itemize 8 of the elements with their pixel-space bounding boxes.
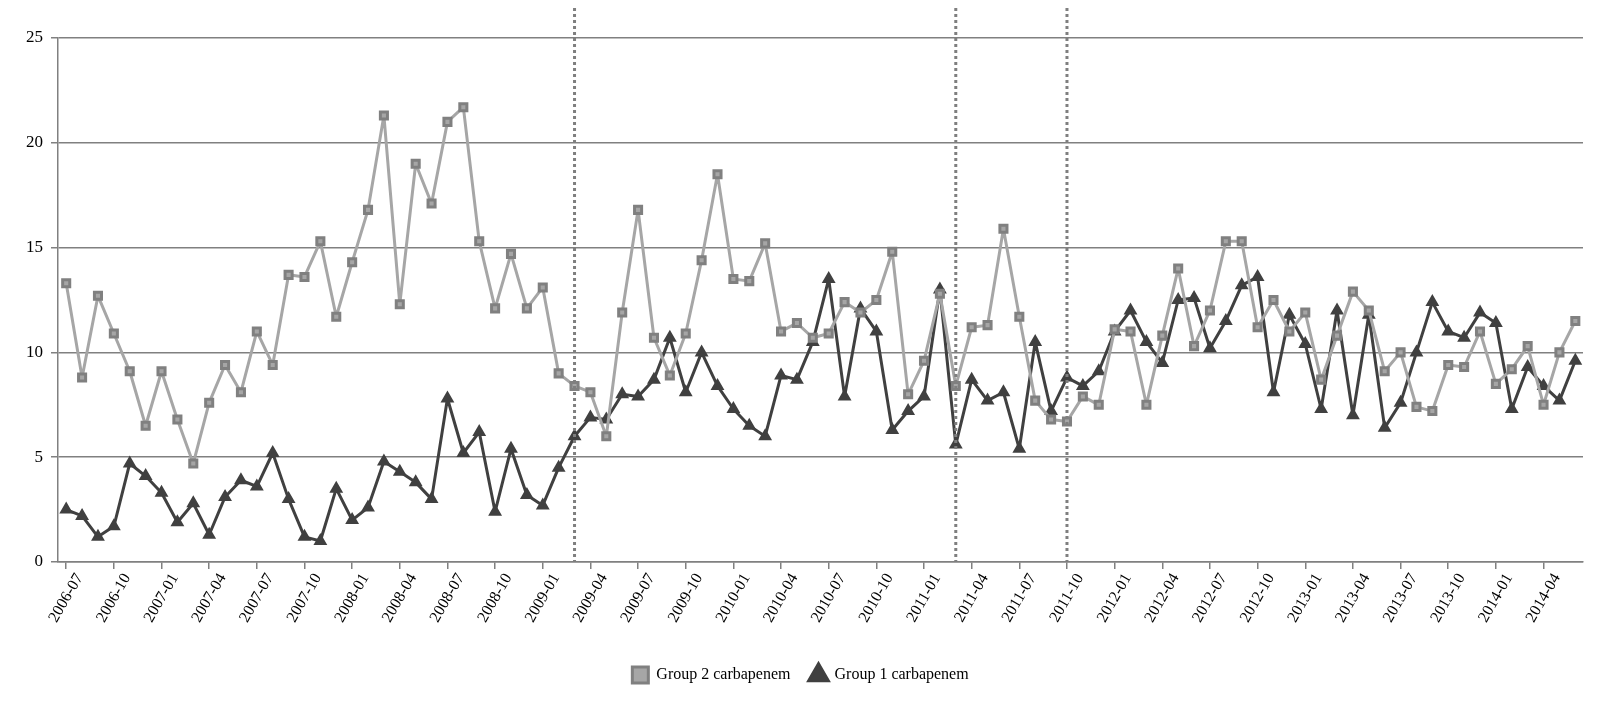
- y-tick-label: 15: [26, 237, 43, 257]
- y-tick-label: 25: [26, 27, 43, 47]
- y-tick-label: 10: [26, 341, 43, 361]
- legend-label: Group 2 carbapenem: [656, 665, 792, 684]
- y-tick-label: 0: [34, 551, 43, 571]
- y-tick-label: 20: [26, 132, 43, 152]
- y-tick-label: 5: [34, 446, 43, 466]
- legend-label: Group 1 carbapenem: [834, 665, 970, 684]
